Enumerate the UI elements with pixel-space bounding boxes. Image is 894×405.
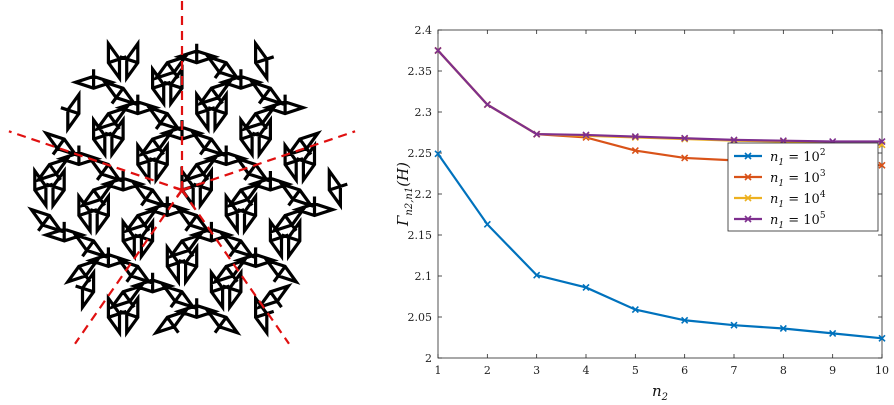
tiling-edges (27, 38, 348, 338)
y-tick-label: 2.2 (415, 188, 433, 201)
symmetry-axis-line (181, 130, 356, 192)
x-tick-label: 7 (731, 364, 738, 377)
x-tick-label: 2 (484, 364, 491, 377)
data-point-marker (878, 137, 886, 146)
x-tick-label: 5 (632, 364, 639, 377)
y-tick-label: 2 (425, 352, 432, 365)
x-tick-label: 8 (780, 364, 787, 377)
x-tick-label: 10 (875, 364, 889, 377)
y-tick-label: 2.25 (408, 147, 433, 160)
series-line-3 (437, 49, 883, 146)
y-axis-ticks: 2 2.05 2.1 2.15 2.2 2.25 2.3 2.35 2.4 (408, 24, 882, 365)
data-point-marker (878, 161, 886, 169)
symmetry-axis-line (74, 189, 183, 345)
series-line-4 (437, 49, 882, 143)
series-line-1 (437, 153, 883, 340)
symmetry-axis-line (8, 130, 183, 192)
legend-entry: n1 = 103 (770, 169, 826, 189)
x-tick-label: 6 (681, 364, 688, 377)
x-tick-label: 1 (435, 364, 442, 377)
data-point-marker (582, 131, 590, 139)
x-tick-label: 3 (533, 364, 540, 377)
symmetry-axes (8, 0, 356, 345)
y-tick-label: 2.15 (408, 229, 433, 242)
rhombus-tiling-icon (27, 38, 348, 338)
data-point-marker (483, 101, 491, 109)
y-tick-label: 2.35 (408, 65, 433, 78)
data-point-marker (730, 136, 738, 144)
data-point-marker (878, 334, 886, 342)
data-point-marker (681, 134, 689, 142)
x-axis-ticks: 1 2 3 4 5 6 7 8 9 10 (435, 30, 889, 377)
y-axis-label: Γn2,n1(H) (394, 162, 415, 227)
data-point-marker (582, 283, 590, 292)
legend-entry: n1 = 104 (770, 190, 826, 210)
x-tick-label: 9 (829, 364, 836, 377)
data-point-marker (631, 146, 639, 155)
y-tick-label: 2.1 (415, 270, 433, 283)
rhombus-tiling-figure (8, 0, 356, 345)
data-point-marker (681, 316, 689, 324)
data-point-marker (434, 150, 442, 158)
data-point-marker (434, 46, 442, 55)
data-point-marker (533, 271, 541, 279)
x-tick-label: 4 (583, 364, 590, 377)
data-point-marker (631, 133, 639, 141)
legend-box (727, 142, 879, 232)
data-point-marker (681, 154, 689, 162)
legend-entry: n1 = 102 (770, 148, 826, 168)
data-point-marker (533, 130, 541, 138)
center-star-icon (174, 182, 190, 198)
data-point-marker (730, 321, 738, 329)
x-axis-label: n2 (652, 382, 668, 403)
data-point-marker (631, 306, 639, 314)
legend-entry: n1 = 105 (770, 211, 826, 231)
y-tick-label: 2.3 (415, 106, 433, 119)
y-tick-label: 2.4 (415, 24, 433, 37)
y-tick-label: 2.05 (408, 311, 433, 324)
data-point-marker (483, 220, 491, 228)
data-point-marker (779, 324, 787, 333)
data-point-marker (829, 329, 837, 337)
symmetry-axis-line (181, 189, 290, 345)
